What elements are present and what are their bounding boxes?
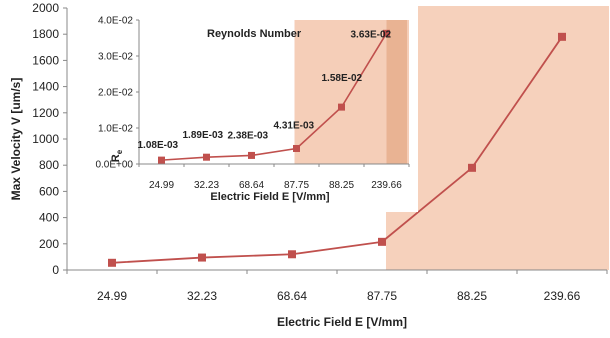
- y-tick-label-main: 1600: [32, 53, 59, 67]
- x-tick-label-main: 239.66: [544, 289, 581, 303]
- data-label-inset: 4.31E-03: [274, 120, 315, 131]
- x-axis-title-inset: Electric Field E [V/mm]: [210, 191, 330, 203]
- data-point-main: [198, 253, 206, 262]
- data-point-main: [378, 237, 386, 246]
- data-label-inset: 3.63E-02: [351, 29, 392, 40]
- y-tick-label-inset: 4.0E-02: [98, 16, 133, 27]
- x-tick-label-main: 87.75: [367, 289, 397, 303]
- x-tick-label-inset: 87.75: [284, 180, 309, 191]
- y-axis-title-main: Max Velocity V [um/s]: [9, 78, 23, 201]
- y-tick-label-main: 800: [39, 158, 59, 172]
- x-axis-title-main: Electric Field E [V/mm]: [277, 315, 407, 329]
- x-tick-label-inset: 68.64: [239, 180, 264, 191]
- y-tick-label-main: 600: [39, 184, 59, 198]
- y-tick-label-main: 1400: [32, 80, 59, 94]
- series-line-main: [111, 36, 563, 264]
- y-tick-label-main: 1800: [32, 27, 59, 41]
- data-point-main: [288, 250, 296, 259]
- y-tick-label-inset: 3.0E-02: [98, 52, 133, 63]
- x-tick-label-inset: 88.25: [329, 180, 354, 191]
- data-point-inset: [203, 153, 210, 161]
- y-tick-label-main: 1200: [32, 106, 59, 120]
- data-label-inset: 2.38E-03: [228, 130, 269, 141]
- x-tick-label-main: 68.64: [277, 289, 307, 303]
- y-tick-label-inset: 2.0E-02: [98, 88, 133, 99]
- data-point-main: [468, 163, 476, 172]
- inset-chart-title: Reynolds Number: [207, 28, 302, 40]
- highlight-region-main: [386, 6, 609, 270]
- data-label-inset: 1.58E-02: [322, 73, 363, 84]
- y-tick-label-main: 200: [39, 237, 59, 251]
- y-axis-title-inset: Re: [110, 149, 124, 162]
- data-point-inset: [338, 103, 345, 111]
- data-point-main: [108, 258, 116, 267]
- data-label-inset: 1.89E-03: [183, 130, 224, 141]
- y-tick-label-main: 0: [52, 263, 59, 277]
- x-tick-label-main: 32.23: [187, 289, 217, 303]
- y-tick-label-inset: 0.0E+00: [95, 160, 133, 171]
- y-tick-label-main: 2000: [32, 1, 59, 15]
- data-label-inset: 1.08E-03: [138, 140, 179, 151]
- y-tick-label-main: 400: [39, 211, 59, 225]
- x-tick-label-inset: 32.23: [194, 180, 219, 191]
- x-tick-label-inset: 239.66: [371, 180, 402, 191]
- data-point-inset: [293, 144, 300, 152]
- data-point-main: [558, 32, 566, 41]
- x-tick-label-inset: 24.99: [149, 180, 174, 191]
- series-line-inset: [161, 32, 388, 161]
- data-point-inset: [158, 156, 165, 164]
- y-tick-label-inset: 1.0E-02: [98, 124, 133, 135]
- y-tick-label-main: 1000: [32, 132, 59, 146]
- inset-chart: 0.0E+00 1.0E-02 2.0E-02 3.0E-02 4.0E-02 24.99…: [84, 0, 418, 212]
- x-tick-label-main: 88.25: [457, 289, 487, 303]
- data-point-inset: [383, 29, 390, 37]
- data-point-inset: [248, 151, 255, 159]
- highlight-region-inset-edge: [386, 20, 407, 164]
- x-tick-label-main: 24.99: [97, 289, 127, 303]
